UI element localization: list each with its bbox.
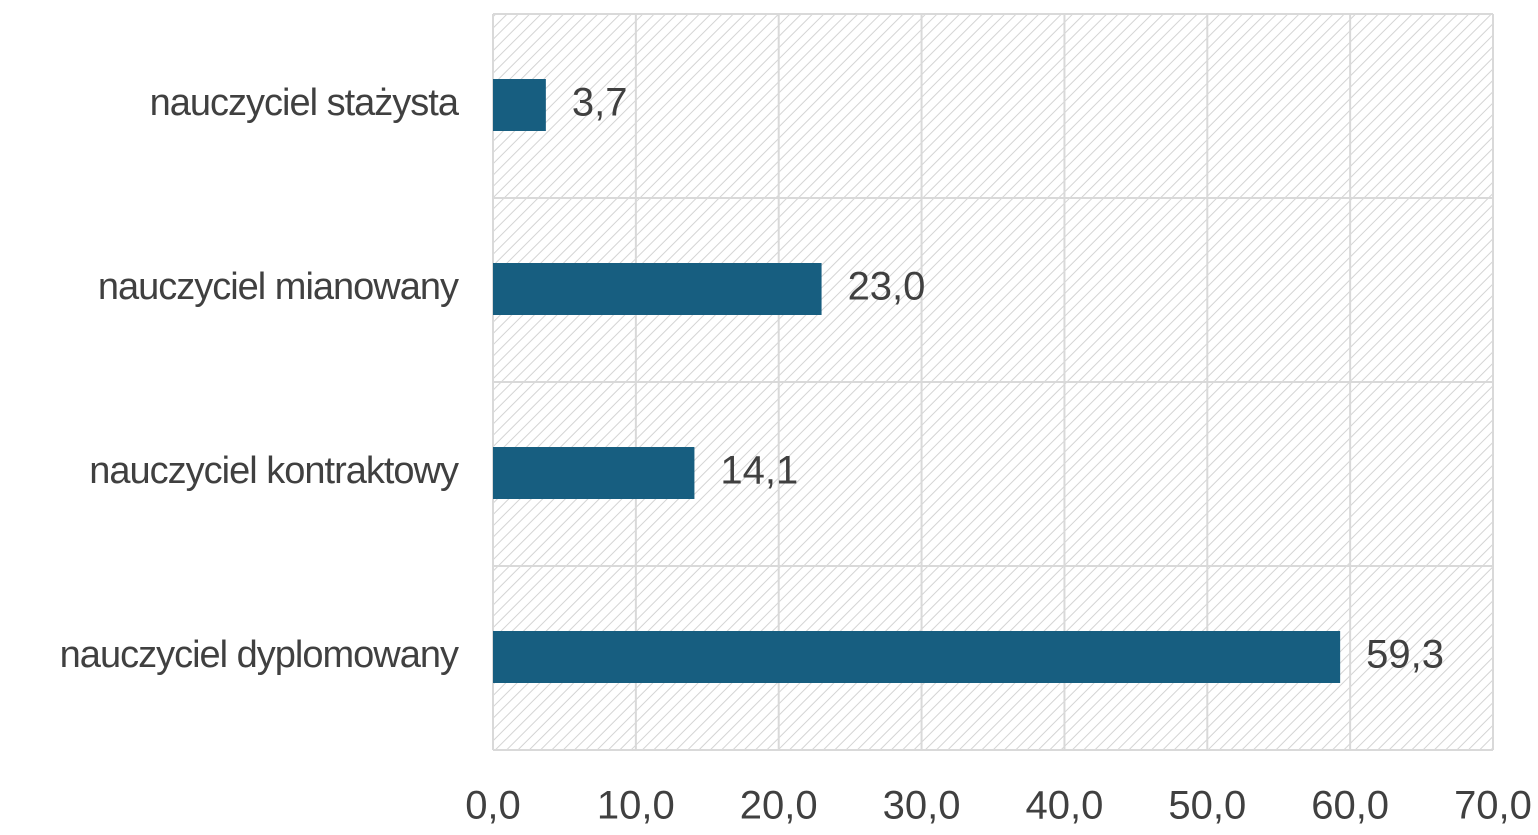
category-label: nauczyciel stażysta (150, 82, 460, 124)
category-label: nauczyciel dyplomowany (60, 634, 459, 676)
data-label: 14,1 (720, 449, 798, 493)
x-tick-label: 0,0 (465, 784, 521, 828)
x-tick-label: 50,0 (1168, 784, 1246, 828)
data-label: 23,0 (848, 265, 926, 309)
bar (493, 631, 1341, 683)
x-tick-label: 10,0 (597, 784, 675, 828)
category-label: nauczyciel mianowany (98, 266, 459, 308)
bar (493, 79, 546, 131)
x-tick-label: 70,0 (1454, 784, 1532, 828)
x-tick-label: 60,0 (1311, 784, 1389, 828)
bar (493, 447, 695, 499)
category-label: nauczyciel kontraktowy (89, 450, 459, 492)
bar (493, 263, 822, 315)
data-label: 59,3 (1366, 633, 1444, 677)
x-tick-label: 20,0 (740, 784, 818, 828)
x-tick-label: 40,0 (1025, 784, 1103, 828)
x-tick-label: 30,0 (883, 784, 961, 828)
data-label: 3,7 (572, 81, 628, 125)
